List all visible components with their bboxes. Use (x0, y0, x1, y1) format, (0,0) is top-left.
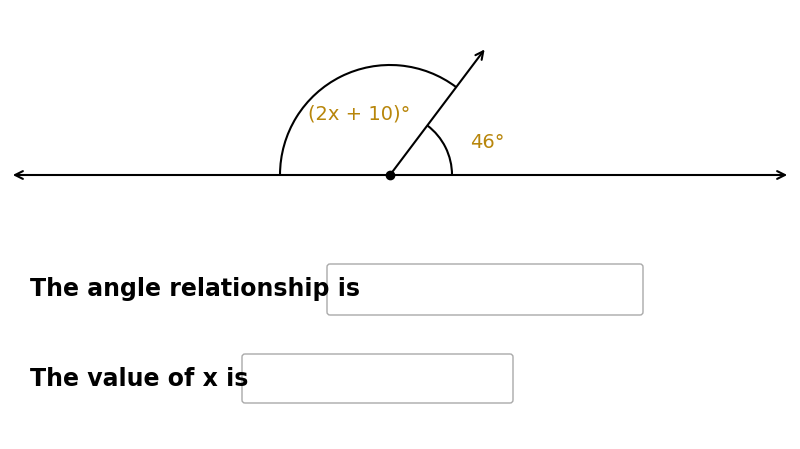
Text: (2x + 10)°: (2x + 10)° (308, 105, 410, 123)
FancyBboxPatch shape (242, 354, 513, 403)
Text: The value of x is: The value of x is (30, 367, 248, 391)
FancyBboxPatch shape (327, 264, 643, 315)
Text: The angle relationship is: The angle relationship is (30, 277, 360, 301)
Text: 46°: 46° (470, 133, 505, 152)
